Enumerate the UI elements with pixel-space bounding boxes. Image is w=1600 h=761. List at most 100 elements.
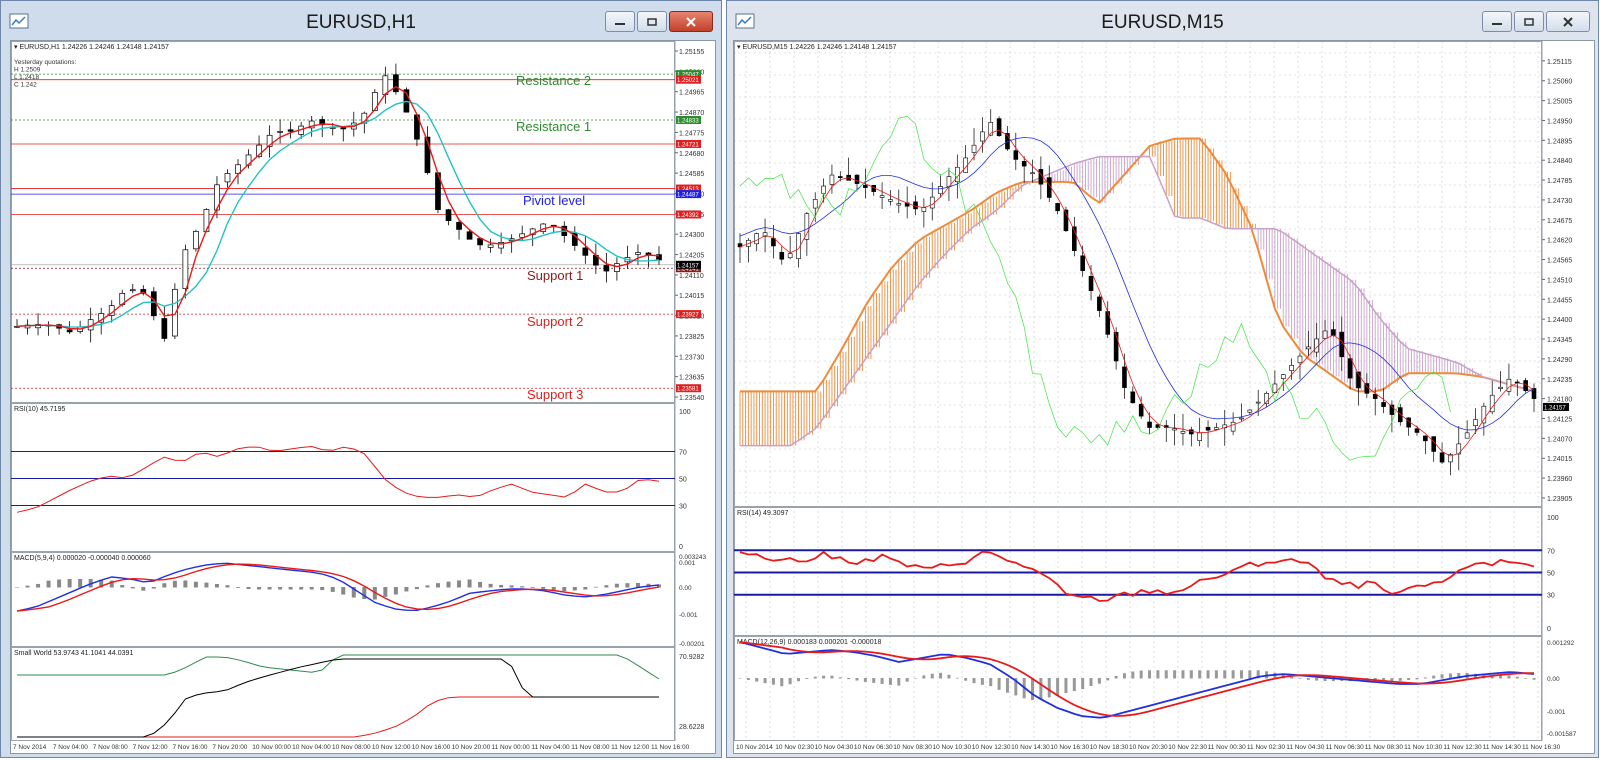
m15-macd-histogram-bar — [1231, 670, 1235, 679]
minimize-button[interactable] — [1482, 11, 1512, 32]
m15-time-label: 10 Nov 18:30 — [1090, 744, 1129, 751]
h1-macd-histogram-bar — [530, 587, 535, 588]
m15-macd-histogram-bar — [1106, 678, 1110, 681]
h1-level-label: Support 1 — [527, 268, 583, 283]
h1-time-label: 7 Nov 2014 — [13, 744, 47, 751]
m15-macd-histogram-bar — [1164, 670, 1168, 679]
h1-candle-body — [182, 249, 189, 290]
h1-chart-area[interactable]: 1.251551.250601.249651.248701.247751.246… — [10, 40, 716, 754]
minimize-icon — [615, 22, 625, 25]
m15-chart-window[interactable]: EURUSD,M15 1.25115 1.25060 1.25005 1.24950 1… — [726, 0, 1599, 758]
m15-candle-body — [1456, 443, 1462, 455]
h1-macd-histogram-bar — [320, 587, 325, 591]
chart-app-icon — [9, 13, 29, 29]
h1-pane-macd-frame — [11, 552, 675, 647]
m15-price-tick-label: 1.24290 — [1547, 357, 1572, 364]
m15-candle-body — [863, 184, 868, 188]
m15-chart-canvas[interactable]: 1.25115 1.25060 1.25005 1.24950 1.24895 1.248… — [734, 41, 1594, 753]
maximize-button[interactable] — [1514, 11, 1544, 32]
h1-chart-canvas[interactable]: 1.251551.250601.249651.248701.247751.246… — [11, 41, 715, 753]
h1-price-tick-label: 1.23635 — [679, 375, 704, 382]
m15-rsi-tick-label: 0 — [1547, 626, 1551, 633]
h1-chart-window[interactable]: EURUSD,H1 1.251551.250601.249651.248701.… — [0, 0, 722, 758]
m15-price-tick-label: 1.25115 — [1547, 59, 1572, 66]
m15-macd-histogram-bar — [1097, 678, 1101, 684]
m15-macd-histogram-bar — [914, 677, 918, 679]
m15-price-tick-label: 1.24840 — [1547, 158, 1572, 165]
m15-macd-histogram-bar — [1256, 670, 1260, 679]
h1-macd-histogram-bar — [309, 587, 314, 590]
m15-chart-area[interactable]: 1.25115 1.25060 1.25005 1.24950 1.24895 1.248… — [733, 40, 1595, 754]
h1-candle-body — [161, 318, 168, 339]
m15-time-label: 10 Nov 14:30 — [1011, 744, 1050, 751]
h1-candle-body — [277, 130, 283, 133]
m15-rsi-tick-label: 70 — [1547, 548, 1555, 555]
m15-macd-histogram-bar — [1306, 678, 1310, 680]
m15-price-tick-label: 1.24510 — [1547, 277, 1572, 284]
m15-time-label: 11 Nov 00:30 — [1208, 744, 1247, 751]
m15-candle-body — [1498, 386, 1503, 389]
h1-level-price-tag-text: 1.24141 — [677, 267, 699, 273]
h1-macd-histogram-bar — [257, 587, 262, 590]
m15-macd-histogram-bar — [822, 675, 826, 679]
m15-price-tick-label: 1.24070 — [1547, 436, 1572, 443]
m15-macd-histogram-bar — [863, 678, 867, 682]
m15-macd-histogram-bar — [1507, 675, 1511, 679]
m15-macd-histogram-bar — [1423, 677, 1427, 679]
m15-candle-body — [1289, 365, 1294, 371]
minimize-button[interactable] — [605, 11, 635, 32]
m15-time-label: 10 Nov 20:30 — [1129, 744, 1168, 751]
m15-time-label: 11 Nov 08:30 — [1365, 744, 1404, 751]
h1-price-tick-label: 1.24110 — [679, 273, 704, 280]
m15-macd-histogram-bar — [1390, 678, 1394, 682]
m15-chikou-line — [739, 116, 1451, 461]
h1-macd-histogram-bar — [583, 587, 588, 590]
h1-macd-histogram-bar — [99, 579, 104, 588]
m15-candle-body — [1088, 276, 1094, 291]
m15-macd-histogram-bar — [847, 678, 851, 680]
m15-macd-histogram-bar — [1290, 676, 1294, 679]
h1-macd-histogram-bar — [435, 583, 440, 588]
m15-macd-signal-line — [739, 641, 1535, 717]
m15-price-tick-label: 1.25005 — [1547, 99, 1572, 106]
h1-macd-histogram-bar — [130, 587, 135, 589]
h1-candle-body — [193, 231, 199, 250]
h1-time-label: 7 Nov 20:00 — [212, 744, 247, 751]
m15-candle-body — [1356, 371, 1361, 389]
h1-macd-histogram-bar — [551, 587, 556, 591]
m15-rsi-tick-label: 100 — [1547, 515, 1559, 522]
h1-time-label: 10 Nov 04:00 — [292, 744, 331, 751]
maximize-button[interactable] — [637, 11, 667, 32]
m15-candle-body — [1322, 330, 1328, 339]
h1-level-label: Resistance 1 — [516, 119, 591, 134]
m15-macd-histogram-bar — [972, 678, 976, 684]
m15-titlebar[interactable]: EURUSD,M15 — [727, 1, 1598, 39]
h1-candle-body — [498, 242, 504, 249]
close-button[interactable] — [1546, 11, 1590, 32]
m15-window-title: EURUSD,M15 — [1101, 12, 1224, 33]
m15-time-label: 11 Nov 16:30 — [1522, 744, 1561, 751]
m15-candle-body — [1297, 355, 1303, 364]
h1-symbol-header: ▾ EURUSD,H1 1.24226 1.24246 1.24148 1.24… — [14, 44, 169, 51]
h1-time-label: 10 Nov 12:00 — [372, 744, 411, 751]
h1-macd-histogram-bar — [78, 578, 83, 588]
m15-price-tick-label: 1.24345 — [1547, 337, 1572, 344]
h1-titlebar[interactable]: EURUSD,H1 — [1, 1, 721, 39]
h1-level-label: Piviot level — [523, 193, 585, 208]
m15-macd-histogram-bar — [1432, 675, 1436, 679]
h1-candle-body — [150, 291, 157, 317]
h1-level-price-tag — [676, 190, 701, 199]
close-button[interactable] — [669, 11, 713, 32]
m15-candle-body — [921, 207, 927, 212]
h1-time-label: 10 Nov 20:00 — [452, 744, 491, 751]
m15-price-tick-label: 1.24015 — [1547, 456, 1572, 463]
m15-macd-histogram-bar — [997, 678, 1001, 690]
m15-macd-histogram-bar — [805, 678, 809, 679]
m15-macd-histogram-bar — [838, 677, 842, 679]
h1-price-tick-label: 1.24015 — [679, 293, 704, 300]
h1-smallworld-black-line — [17, 658, 659, 738]
h1-smallworld-green-line — [17, 654, 660, 680]
h1-rsi-header: RSI(10) 45.7195 — [14, 406, 65, 413]
h1-macd-histogram-bar — [109, 580, 114, 588]
m15-macd-histogram-bar — [1323, 678, 1327, 682]
